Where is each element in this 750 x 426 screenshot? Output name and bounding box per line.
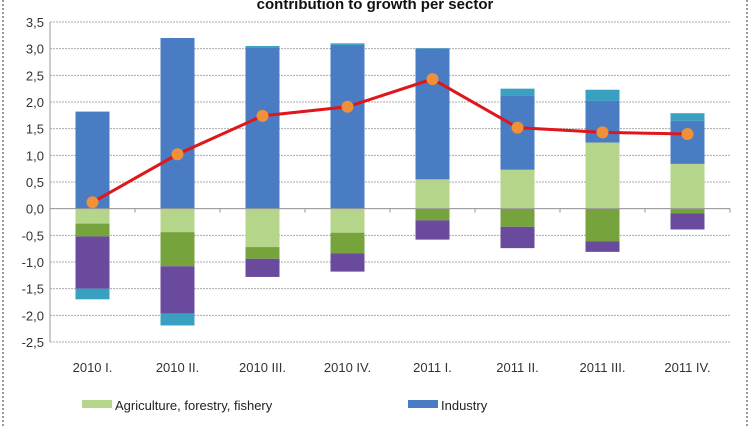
bar-segment-series-2 (415, 220, 450, 240)
bar-segment-series-0 (160, 208, 195, 233)
bar-segment-series-1 (500, 208, 535, 227)
y-tick-label: 1,5 (26, 122, 44, 137)
y-tick-label: 1,0 (26, 148, 44, 163)
bar-segment-series-2 (160, 266, 195, 314)
x-tick-label: 2010 I. (73, 360, 113, 375)
growth-marker (171, 148, 184, 161)
y-tick-label: 0,5 (26, 175, 44, 190)
bar-segment-series-3 (160, 38, 195, 209)
bar-segment-series-0 (415, 179, 450, 209)
growth-marker (596, 126, 609, 139)
legend-label: Agriculture, forestry, fishery (115, 398, 273, 413)
x-tick-label: 2011 III. (579, 360, 625, 375)
bar-segment-series-2 (330, 253, 365, 272)
bar-segment-series-4 (245, 46, 280, 48)
bar-segment-series-2 (585, 241, 620, 252)
y-tick-label: 2,0 (26, 95, 44, 110)
x-tick-label: 2010 II. (156, 360, 199, 375)
growth-marker (426, 73, 439, 86)
bar-segment-series-2 (75, 236, 110, 289)
bar-segment-series-4 (585, 89, 620, 101)
legend-swatch (408, 400, 438, 408)
y-tick-label: -1,5 (22, 282, 44, 297)
y-tick-label: -0,5 (22, 228, 44, 243)
bar-segment-series-1 (75, 223, 110, 237)
growth-marker (681, 128, 694, 140)
legend-swatch (82, 400, 112, 408)
x-tick-label: 2010 IV. (324, 360, 371, 375)
y-tick-label: -1,0 (22, 255, 44, 270)
bar-segment-series-2 (245, 258, 280, 277)
bar-segment-series-0 (500, 169, 535, 209)
bar-segment-series-0 (585, 142, 620, 209)
x-tick-label: 2011 I. (413, 360, 452, 375)
bar-segment-series-4 (415, 48, 450, 49)
x-tick-label: 2011 IV. (664, 360, 710, 375)
bar-segment-series-4 (160, 313, 195, 326)
growth-line (91, 77, 688, 204)
bar-segment-series-3 (245, 47, 280, 209)
growth-marker (341, 100, 354, 113)
chart-title: contribution to growth per sector (257, 0, 494, 13)
bar-segment-series-1 (670, 208, 705, 214)
bar-segment-series-4 (75, 288, 110, 300)
x-tick-label: 2010 III. (239, 360, 286, 375)
legend-label: Industry (441, 398, 488, 413)
y-tick-label: 3,0 (26, 42, 44, 57)
growth-marker (511, 121, 524, 134)
bar-segment-series-3 (75, 111, 110, 209)
bar-segment-series-4 (500, 88, 535, 96)
x-tick-label: 2011 II. (496, 360, 538, 375)
bar-segment-series-0 (75, 208, 110, 224)
bar-segment-series-0 (670, 163, 705, 209)
y-tick-label: 0,0 (26, 202, 44, 217)
bar-segment-series-2 (500, 226, 535, 249)
bar-segment-series-0 (330, 208, 365, 233)
growth-marker (256, 109, 269, 122)
growth-marker (86, 196, 99, 209)
bar-segment-series-4 (670, 113, 705, 121)
bar-segment-series-3 (415, 48, 450, 180)
bar-segment-series-1 (415, 208, 450, 221)
y-tick-label: 3,5 (26, 15, 44, 30)
y-tick-label: 2,5 (26, 68, 44, 83)
bar-segment-series-1 (245, 247, 280, 259)
bar-segment-series-3 (330, 44, 365, 209)
bar-segment-series-2 (670, 213, 705, 230)
bar-segment-series-4 (330, 43, 365, 45)
y-tick-label: -2,0 (22, 308, 44, 323)
bar-segment-series-0 (245, 208, 280, 248)
bar-segment-series-3 (670, 120, 705, 164)
bar-segment-series-1 (585, 208, 620, 242)
y-tick-label: -2,5 (22, 335, 44, 350)
bar-segment-series-1 (160, 232, 195, 267)
bar-segment-series-1 (330, 232, 365, 254)
